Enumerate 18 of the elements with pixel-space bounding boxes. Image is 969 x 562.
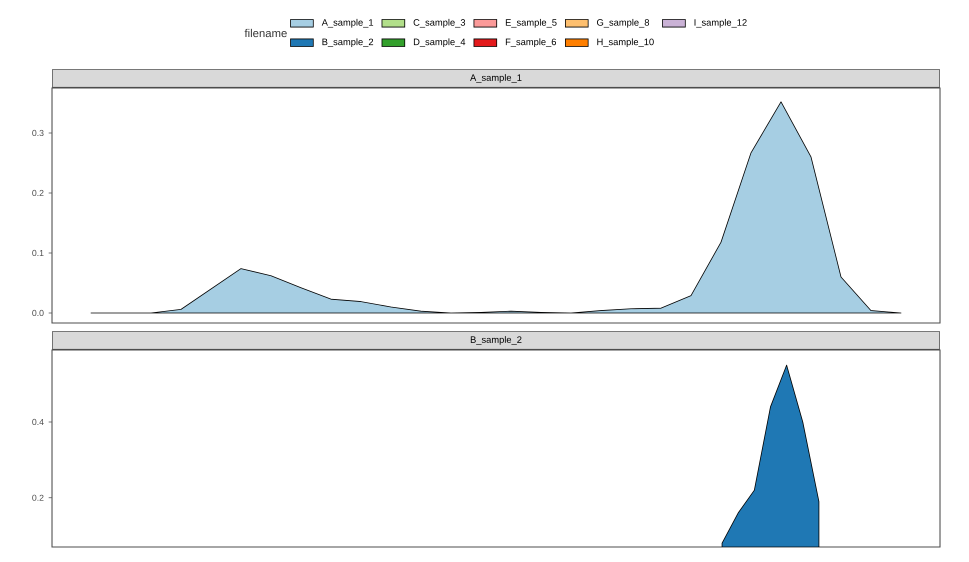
legend-label: G_sample_8 — [597, 18, 650, 28]
legend-title: filename — [244, 28, 287, 38]
legend-label: F_sample_6 — [506, 38, 556, 48]
legend-label: A_sample_1 — [322, 18, 374, 28]
legend-label: H_sample_10 — [597, 38, 654, 48]
chart-title: A_sample_1 — [470, 74, 522, 83]
y-tick-label: 0.4 — [32, 418, 44, 426]
y-tick-label: 0.0 — [32, 310, 44, 316]
legend-label: D_sample_4 — [414, 38, 466, 48]
y-tick-label: 0.3 — [32, 130, 44, 136]
chart-title: B_sample_2 — [470, 336, 522, 345]
legend-label: C_sample_3 — [414, 18, 466, 28]
y-tick-label: 0.1 — [32, 250, 44, 256]
legend-label: I_sample_12 — [694, 18, 747, 28]
legend-label: E_sample_5 — [506, 18, 557, 28]
legend-label: B_sample_2 — [322, 38, 374, 48]
y-tick-label: 0.2 — [32, 190, 44, 196]
y-tick-label: 0.2 — [32, 494, 44, 501]
